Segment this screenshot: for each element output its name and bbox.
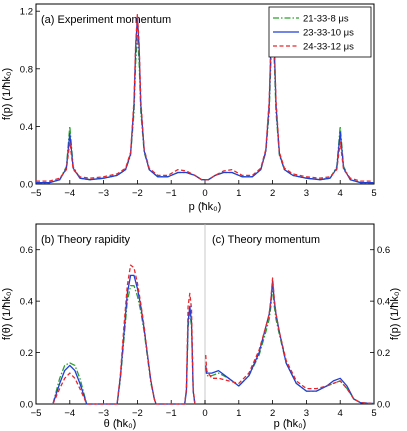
panel-c-x-tick-label: 5 — [371, 408, 376, 419]
panel-a-series-3-line — [36, 13, 374, 182]
panel-a-x-tick-label: −2 — [132, 188, 143, 199]
panel-a-x-tick-label: −1 — [166, 188, 177, 199]
legend-label-series-3: 24-33-12 μs — [303, 42, 354, 53]
panel-a-y-tick-label: 0.8 — [20, 64, 33, 75]
panel-a-x-tick-label: 1 — [236, 188, 241, 199]
panel-a-x-tick-label: 0 — [202, 188, 207, 199]
panel-a-y-tick-label: 0.0 — [20, 180, 33, 191]
panel-b-y-tick-label: 0.4 — [20, 297, 33, 308]
panel-a-y-ticks: 0.0 0.4 0.8 1.2 — [20, 7, 40, 191]
panel-a-x-tick-label: 4 — [338, 188, 343, 199]
panel-c-y-ticks: 0.0 0.2 0.4 0.6 — [370, 245, 390, 411]
panel-b-x-tick-label: 0 — [202, 408, 207, 419]
panel-c-series-2-line — [205, 279, 375, 405]
panel-a-x-tick-label: 2 — [270, 188, 275, 199]
panel-b-x-tick-label: −2 — [132, 408, 143, 419]
panel-b-y-tick-label: 0.2 — [20, 348, 33, 359]
panel-c-y-tick-label: 0.0 — [377, 400, 390, 411]
panel-a-series — [36, 13, 374, 184]
panel-b-x-ticks: −5 −4 −3 −2 −1 0 — [31, 400, 208, 419]
panel-b-y-axis-label: f(θ) (1/ħk₀) — [1, 288, 13, 340]
panel-b-x-tick-label: −1 — [166, 408, 177, 419]
panel-b-y-ticks: 0.0 0.2 0.4 0.6 — [20, 245, 40, 411]
panel-a-x-tick-label: 3 — [304, 188, 309, 199]
panel-bc: (b) Theory rapidity (c) Theory momentum … — [1, 223, 401, 430]
panel-b-series-1-line — [52, 285, 196, 405]
panel-a-x-tick-label: −4 — [64, 188, 75, 199]
panel-b-x-tick-label: −4 — [64, 408, 75, 419]
panel-a-label: (a) Experiment momentum — [41, 14, 171, 26]
panel-b-series — [52, 264, 196, 405]
legend: 21-33-8 μs 23-33-10 μs 24-33-12 μs — [268, 6, 372, 58]
panel-b-series-3-line — [52, 264, 196, 405]
panel-c-x-axis-label: p (ħk₀) — [274, 418, 307, 430]
panel-c-series-1-line — [205, 285, 375, 405]
panel-c-x-tick-label: 2 — [270, 408, 275, 419]
panel-a-y-tick-label: 1.2 — [20, 7, 33, 18]
panel-b-label: (b) Theory rapidity — [41, 234, 131, 246]
panel-b-series-2-line — [52, 274, 196, 405]
panel-a-x-tick-label: 5 — [371, 188, 376, 199]
panel-c-y-tick-label: 0.6 — [377, 245, 390, 256]
panel-c-x-tick-label: 1 — [236, 408, 241, 419]
panel-a-x-ticks: −5 −4 −3 −2 −1 0 1 2 3 4 5 — [31, 180, 377, 199]
panel-b-y-tick-label: 0.6 — [20, 245, 33, 256]
panel-c-series-3-line — [205, 277, 375, 405]
panel-c-x-ticks: 1 2 3 4 5 — [204, 400, 377, 419]
panel-c-y-tick-label: 0.2 — [377, 348, 390, 359]
panel-c-x-tick-label: 3 — [304, 408, 309, 419]
panel-c-y-axis-label: f(p) (1/ħk₀) — [389, 288, 401, 340]
panel-b-y-tick-label: 0.0 — [20, 400, 33, 411]
panel-a-x-tick-label: −3 — [98, 188, 109, 199]
panel-a-x-tick-label: −5 — [31, 188, 42, 199]
panel-c-x-tick-label: 4 — [338, 408, 343, 419]
panel-a-y-tick-label: 0.4 — [20, 122, 33, 133]
panel-a-y-axis-label: f(p) (1/ħk₀) — [1, 68, 13, 120]
panel-a: (a) Experiment momentum −5 −4 −3 −2 −1 0 1 2 3 4 5… — [1, 3, 377, 213]
panel-b-x-tick-label: −5 — [31, 408, 42, 419]
legend-label-series-1: 21-33-8 μs — [303, 14, 349, 25]
panel-c-y-tick-label: 0.4 — [377, 297, 390, 308]
panel-a-x-axis-label: p (ħk₀) — [189, 201, 222, 213]
panel-b-x-axis-label: θ (ħk₀) — [104, 418, 137, 430]
legend-label-series-2: 23-33-10 μs — [303, 28, 354, 39]
panel-c-label: (c) Theory momentum — [212, 234, 320, 246]
panel-b-x-tick-label: −3 — [98, 408, 109, 419]
panel-c-series — [205, 277, 375, 405]
